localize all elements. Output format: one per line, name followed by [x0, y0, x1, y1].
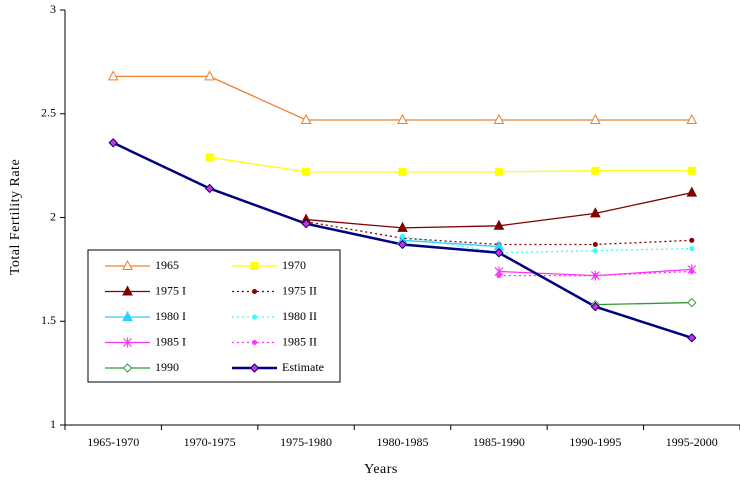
marker — [398, 167, 407, 176]
marker — [689, 237, 695, 243]
marker — [592, 241, 598, 247]
marker — [592, 248, 598, 254]
legend-label: 1985 I — [155, 334, 186, 348]
marker — [494, 248, 504, 258]
legend-label: 1980 II — [282, 309, 317, 323]
marker — [397, 113, 408, 124]
x-tick-label: 1990-1995 — [569, 435, 621, 449]
marker — [252, 340, 257, 345]
x-tick-label: 1970-1975 — [184, 435, 236, 449]
marker — [493, 219, 505, 230]
series-line — [402, 239, 499, 248]
marker — [204, 183, 215, 194]
marker — [252, 314, 257, 320]
marker — [686, 113, 698, 124]
legend-label: 1975 II — [282, 283, 317, 297]
legend-item: 1965 — [105, 258, 179, 272]
legend-label: 1975 I — [155, 283, 186, 297]
marker — [397, 221, 408, 232]
x-tick-label: 1965-1970 — [87, 435, 139, 449]
y-tick-label: 3 — [50, 2, 56, 16]
legend-label: 1985 II — [282, 334, 317, 348]
marker — [123, 337, 132, 348]
marker — [493, 113, 505, 124]
series-line — [595, 301, 692, 306]
legend-label: 1965 — [155, 258, 179, 272]
legend-item: 1970 — [232, 258, 306, 272]
y-tick-label: 2.5 — [41, 106, 56, 120]
marker — [686, 186, 698, 197]
marker — [590, 113, 601, 124]
marker — [300, 113, 312, 124]
marker — [689, 246, 695, 252]
marker — [397, 239, 408, 250]
marker — [249, 363, 260, 373]
x-axis-title: Years — [364, 462, 398, 477]
x-tick-label: 1975-1980 — [280, 435, 332, 449]
marker — [301, 219, 311, 229]
marker — [250, 262, 259, 270]
marker — [122, 310, 133, 321]
legend-item: 1980 II — [232, 309, 317, 323]
y-tick-label: 2 — [50, 209, 56, 223]
marker — [400, 233, 405, 239]
marker — [687, 297, 697, 308]
x-tick-label: 1995-2000 — [666, 435, 718, 449]
x-tick-label: 1980-1985 — [377, 435, 429, 449]
legend-label: Estimate — [282, 360, 324, 374]
legend-label: 1990 — [155, 360, 179, 374]
marker — [252, 289, 257, 294]
marker — [496, 273, 502, 279]
legend-label: 1970 — [282, 258, 306, 272]
marker — [687, 333, 697, 343]
legend-item: 1985 I — [105, 334, 186, 348]
marker — [108, 138, 118, 148]
legend-item: Estimate — [232, 360, 324, 374]
y-tick-label: 1 — [50, 417, 56, 431]
series-line — [113, 75, 692, 121]
marker — [205, 153, 214, 162]
y-axis-title: Total Fertility Rate — [8, 159, 23, 275]
marker — [494, 167, 503, 176]
marker — [687, 166, 696, 175]
marker — [590, 302, 601, 312]
legend-item: 1975 II — [232, 283, 317, 297]
marker — [107, 70, 119, 81]
series-line — [402, 235, 692, 254]
marker — [122, 259, 133, 270]
y-tick-label: 1.5 — [41, 313, 56, 327]
series-line — [209, 156, 692, 173]
legend-label: 1980 I — [155, 309, 186, 323]
marker — [591, 166, 600, 175]
marker — [204, 70, 215, 81]
marker — [590, 207, 601, 218]
marker — [302, 167, 311, 176]
marker — [689, 268, 695, 274]
marker — [122, 285, 133, 296]
series-line — [305, 221, 692, 246]
legend-item: 1990 — [105, 360, 179, 374]
marker — [122, 363, 133, 373]
marker — [592, 273, 598, 279]
legend-item: 1980 I — [105, 309, 186, 323]
legend-item: 1975 I — [105, 283, 186, 297]
x-tick-label: 1985-1990 — [473, 435, 525, 449]
legend-item: 1985 II — [232, 334, 317, 348]
